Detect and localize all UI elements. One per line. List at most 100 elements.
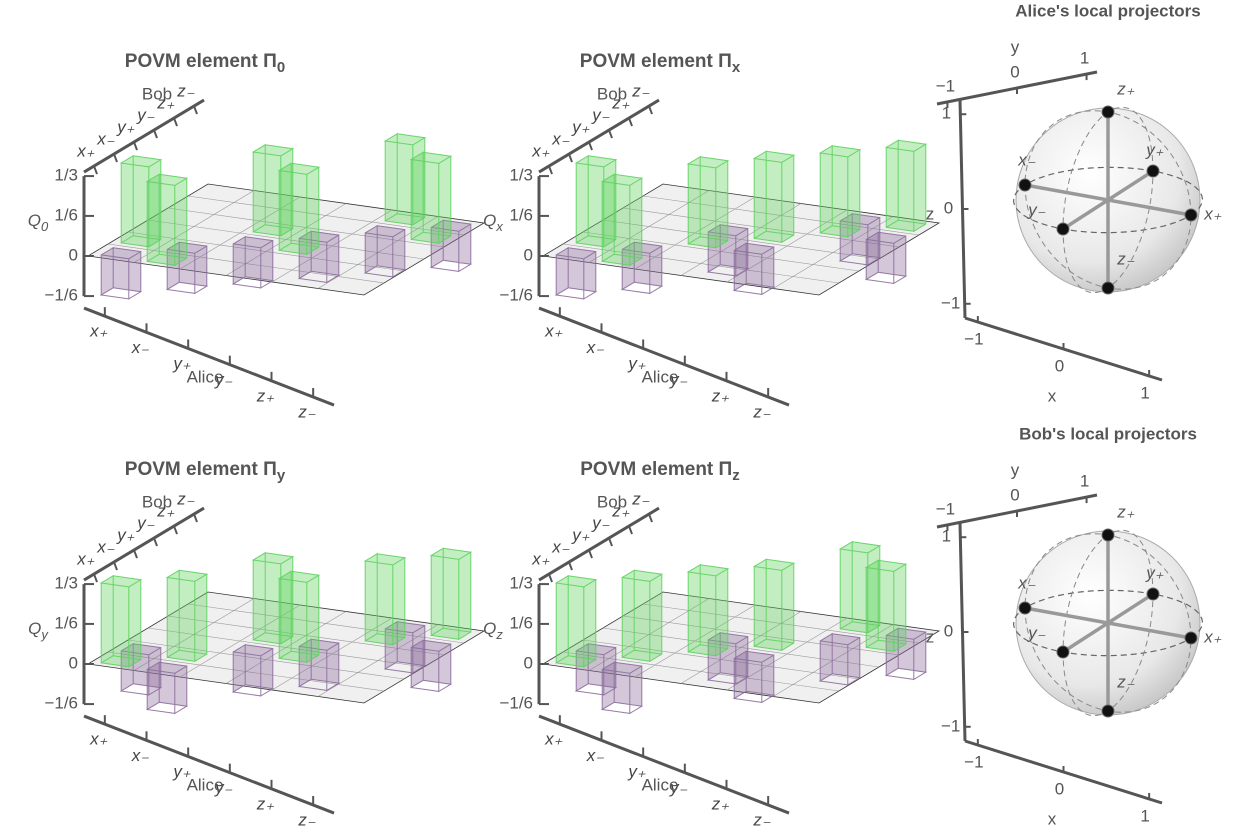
alice-label: Alice: [642, 775, 679, 794]
z-tick-label: 0: [69, 245, 78, 264]
z-axis-label-sub: x: [495, 219, 503, 234]
alice-tick-label: z₋: [297, 402, 316, 421]
bar: [411, 640, 451, 691]
z-tick-label: 1/3: [54, 574, 78, 593]
chart-title: POVM element Πx: [580, 51, 741, 76]
bob-label: Bob: [142, 84, 172, 103]
chart-title-sub: z: [732, 467, 740, 484]
bob-tick-label: x₊: [531, 550, 550, 569]
z-axis-label: z: [926, 627, 935, 646]
z-tick-label: −1: [941, 293, 960, 312]
projector-point: [1057, 646, 1069, 658]
z-axis-label: Qx: [483, 211, 503, 234]
alice-label: Alice: [187, 367, 224, 386]
bob-tick: [154, 130, 157, 138]
bar: [365, 554, 405, 645]
projector-label: x₊: [1203, 627, 1222, 646]
y-tick-label: −1: [936, 76, 955, 95]
alice-axis: [539, 308, 789, 405]
alice-tick-label: z₊: [256, 386, 275, 405]
bob-tick-label: x₊: [531, 142, 550, 161]
y-tick-label: 0: [1010, 62, 1019, 81]
z-tick-label: 1/6: [54, 613, 78, 632]
alice-axis: [84, 716, 334, 813]
projector-point: [1102, 282, 1114, 294]
bob-tick-label: z₋: [176, 82, 195, 101]
bob-tick-label: y₋: [591, 514, 610, 533]
bob-tick: [609, 538, 612, 546]
chart-title: Alice's local projectors: [1015, 1, 1200, 20]
alice-tick-label: z₊: [711, 794, 730, 813]
z-tick-label: 0: [524, 653, 533, 672]
z-axis-label-sub: 0: [41, 219, 49, 234]
bar: [147, 662, 187, 713]
projector-label: z₋: [1116, 672, 1135, 691]
bob-tick-label: y₊: [116, 118, 135, 137]
bob-tick-label: y₊: [116, 526, 135, 545]
bob-tick: [569, 154, 572, 162]
projector-point: [1185, 632, 1197, 644]
alice-label: Alice: [642, 367, 679, 386]
x-tick-label: 0: [1055, 779, 1064, 798]
chart-title-base: POVM element Π: [580, 459, 732, 480]
z-tick-label: 1/3: [54, 166, 78, 185]
bar: [886, 140, 926, 231]
projector-label: y₊: [1145, 140, 1164, 159]
z-tick-label: 1/3: [509, 574, 533, 593]
bar: [754, 559, 794, 650]
bar: [167, 570, 207, 661]
bob-tick: [569, 562, 572, 570]
alice-tick-label: z₋: [752, 402, 771, 421]
projector-point: [1019, 602, 1031, 614]
bar: [688, 565, 728, 656]
bar: [556, 248, 596, 299]
x-tick-label: 0: [1055, 356, 1064, 375]
projector-label: x₋: [1017, 150, 1036, 169]
bob-tick-label: x₊: [76, 550, 95, 569]
chart-title: Bob's local projectors: [1019, 424, 1197, 443]
y-axis-label: y: [1011, 460, 1020, 479]
chart-title: POVM element Π0: [125, 51, 285, 76]
bob-tick-label: y₋: [591, 106, 610, 125]
bob-tick-label: z₋: [631, 490, 650, 509]
bar: [279, 571, 319, 662]
z-tick-label: 0: [524, 245, 533, 264]
bob-tick: [549, 574, 552, 582]
projector-label: x₊: [1203, 204, 1222, 223]
bob-tick-label: x₋: [96, 130, 115, 149]
z-tick-label: −1: [941, 716, 960, 735]
z-axis-label-base: Q: [483, 619, 496, 638]
alice-tick-label: z₋: [297, 810, 316, 829]
z-axis-label-sub: z: [495, 627, 503, 642]
projector-point: [1057, 223, 1069, 235]
bar: [866, 232, 906, 283]
chart-title: POVM element Πy: [125, 459, 286, 484]
y-tick-label: 0: [1010, 485, 1019, 504]
bob-tick: [629, 526, 632, 534]
z-axis-label: Q0: [28, 211, 49, 234]
projector-point: [1102, 529, 1114, 541]
y-tick-label: −1: [936, 499, 955, 518]
projector-point: [1102, 106, 1114, 118]
chart-title-sub: y: [277, 467, 286, 484]
bar: [688, 157, 728, 248]
x-tick-label: 1: [1140, 383, 1149, 402]
figure: POVM element Π01/31/60−1/6Q0x₊x₋y₊y₋z₊z₋…: [0, 0, 1235, 832]
bob-tick: [194, 106, 197, 114]
bob-tick: [194, 514, 197, 522]
chart-title-base: POVM element Π: [580, 51, 732, 72]
alice-tick-label: x₋: [131, 338, 150, 357]
bob-tick: [114, 154, 117, 162]
z-tick-label: −1/6: [44, 694, 78, 713]
projector-label: y₊: [1145, 563, 1164, 582]
bob-tick-label: y₊: [571, 118, 590, 137]
bar: [602, 662, 642, 713]
x-axis-label: x: [1048, 809, 1057, 828]
projector-label: y₋: [1027, 623, 1046, 642]
bar: [820, 146, 860, 237]
z-tick-label: −1/6: [44, 286, 78, 305]
alice-tick-label: x₋: [586, 338, 605, 357]
bob-tick: [174, 118, 177, 126]
z-tick-label: 0: [944, 621, 953, 640]
projector-point: [1147, 165, 1159, 177]
